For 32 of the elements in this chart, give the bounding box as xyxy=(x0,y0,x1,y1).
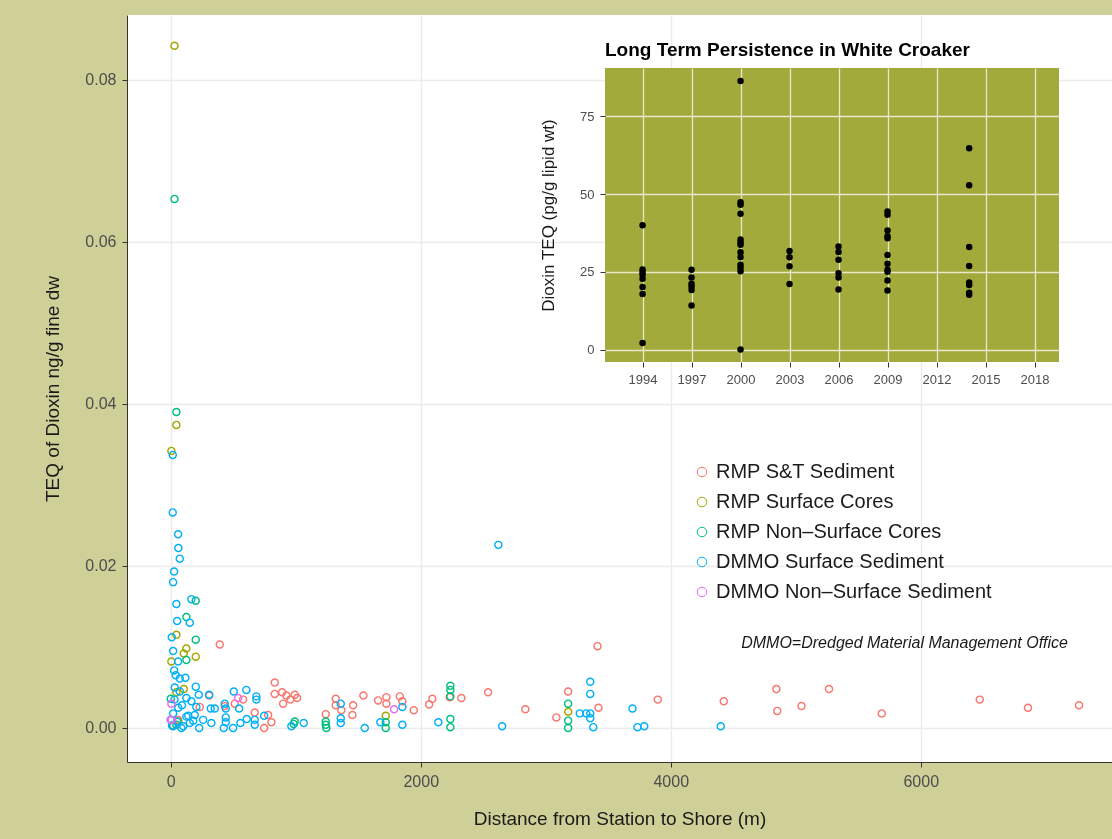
y-axis-title: TEQ of Dioxin ng/g fine dw xyxy=(42,275,64,502)
x-tick-label: 2009 xyxy=(873,371,903,387)
x-tick-label: 2003 xyxy=(775,371,805,387)
legend-label: DMMO Surface Sediment xyxy=(716,550,945,572)
y-tick-label: 0.00 xyxy=(85,719,117,737)
y-tick-label: 0.02 xyxy=(85,557,117,575)
chart-title: Long Term Persistence in White Croaker xyxy=(605,39,971,60)
x-tick-label: 2000 xyxy=(726,371,756,387)
legend-label: DMMO Non–Surface Sediment xyxy=(716,580,993,602)
x-tick-label: 1994 xyxy=(628,371,658,387)
legend-label: RMP S&T Sediment xyxy=(716,460,895,482)
x-tick-label: 6000 xyxy=(903,772,940,790)
x-tick-label: 4000 xyxy=(653,772,690,790)
x-tick-label: 1997 xyxy=(677,371,707,387)
y-tick-label: 25 xyxy=(580,264,595,280)
x-tick-label: 2018 xyxy=(1020,371,1050,387)
x-axis-title: Distance from Station to Shore (m) xyxy=(473,807,767,829)
x-tick-label: 2000 xyxy=(403,772,440,790)
x-tick-label: 0 xyxy=(166,772,176,790)
y-tick-label: 50 xyxy=(580,186,595,202)
y-tick-label: 0 xyxy=(587,342,595,358)
y-tick-label: 0.04 xyxy=(85,395,117,413)
y-tick-label: 0.08 xyxy=(85,71,117,89)
legend-label: RMP Surface Cores xyxy=(716,490,894,512)
x-tick-label: 2012 xyxy=(922,371,952,387)
y-axis-title: Dioxin TEQ (pg/g lipid wt) xyxy=(539,119,559,312)
x-tick-label: 2006 xyxy=(824,371,854,387)
x-tick-label: 2015 xyxy=(971,371,1001,387)
y-tick-label: 0.06 xyxy=(85,233,117,251)
y-tick-label: 75 xyxy=(580,108,595,124)
annotation: DMMO=Dredged Material Management Office xyxy=(741,634,1069,651)
legend-label: RMP Non–Surface Cores xyxy=(716,520,942,542)
